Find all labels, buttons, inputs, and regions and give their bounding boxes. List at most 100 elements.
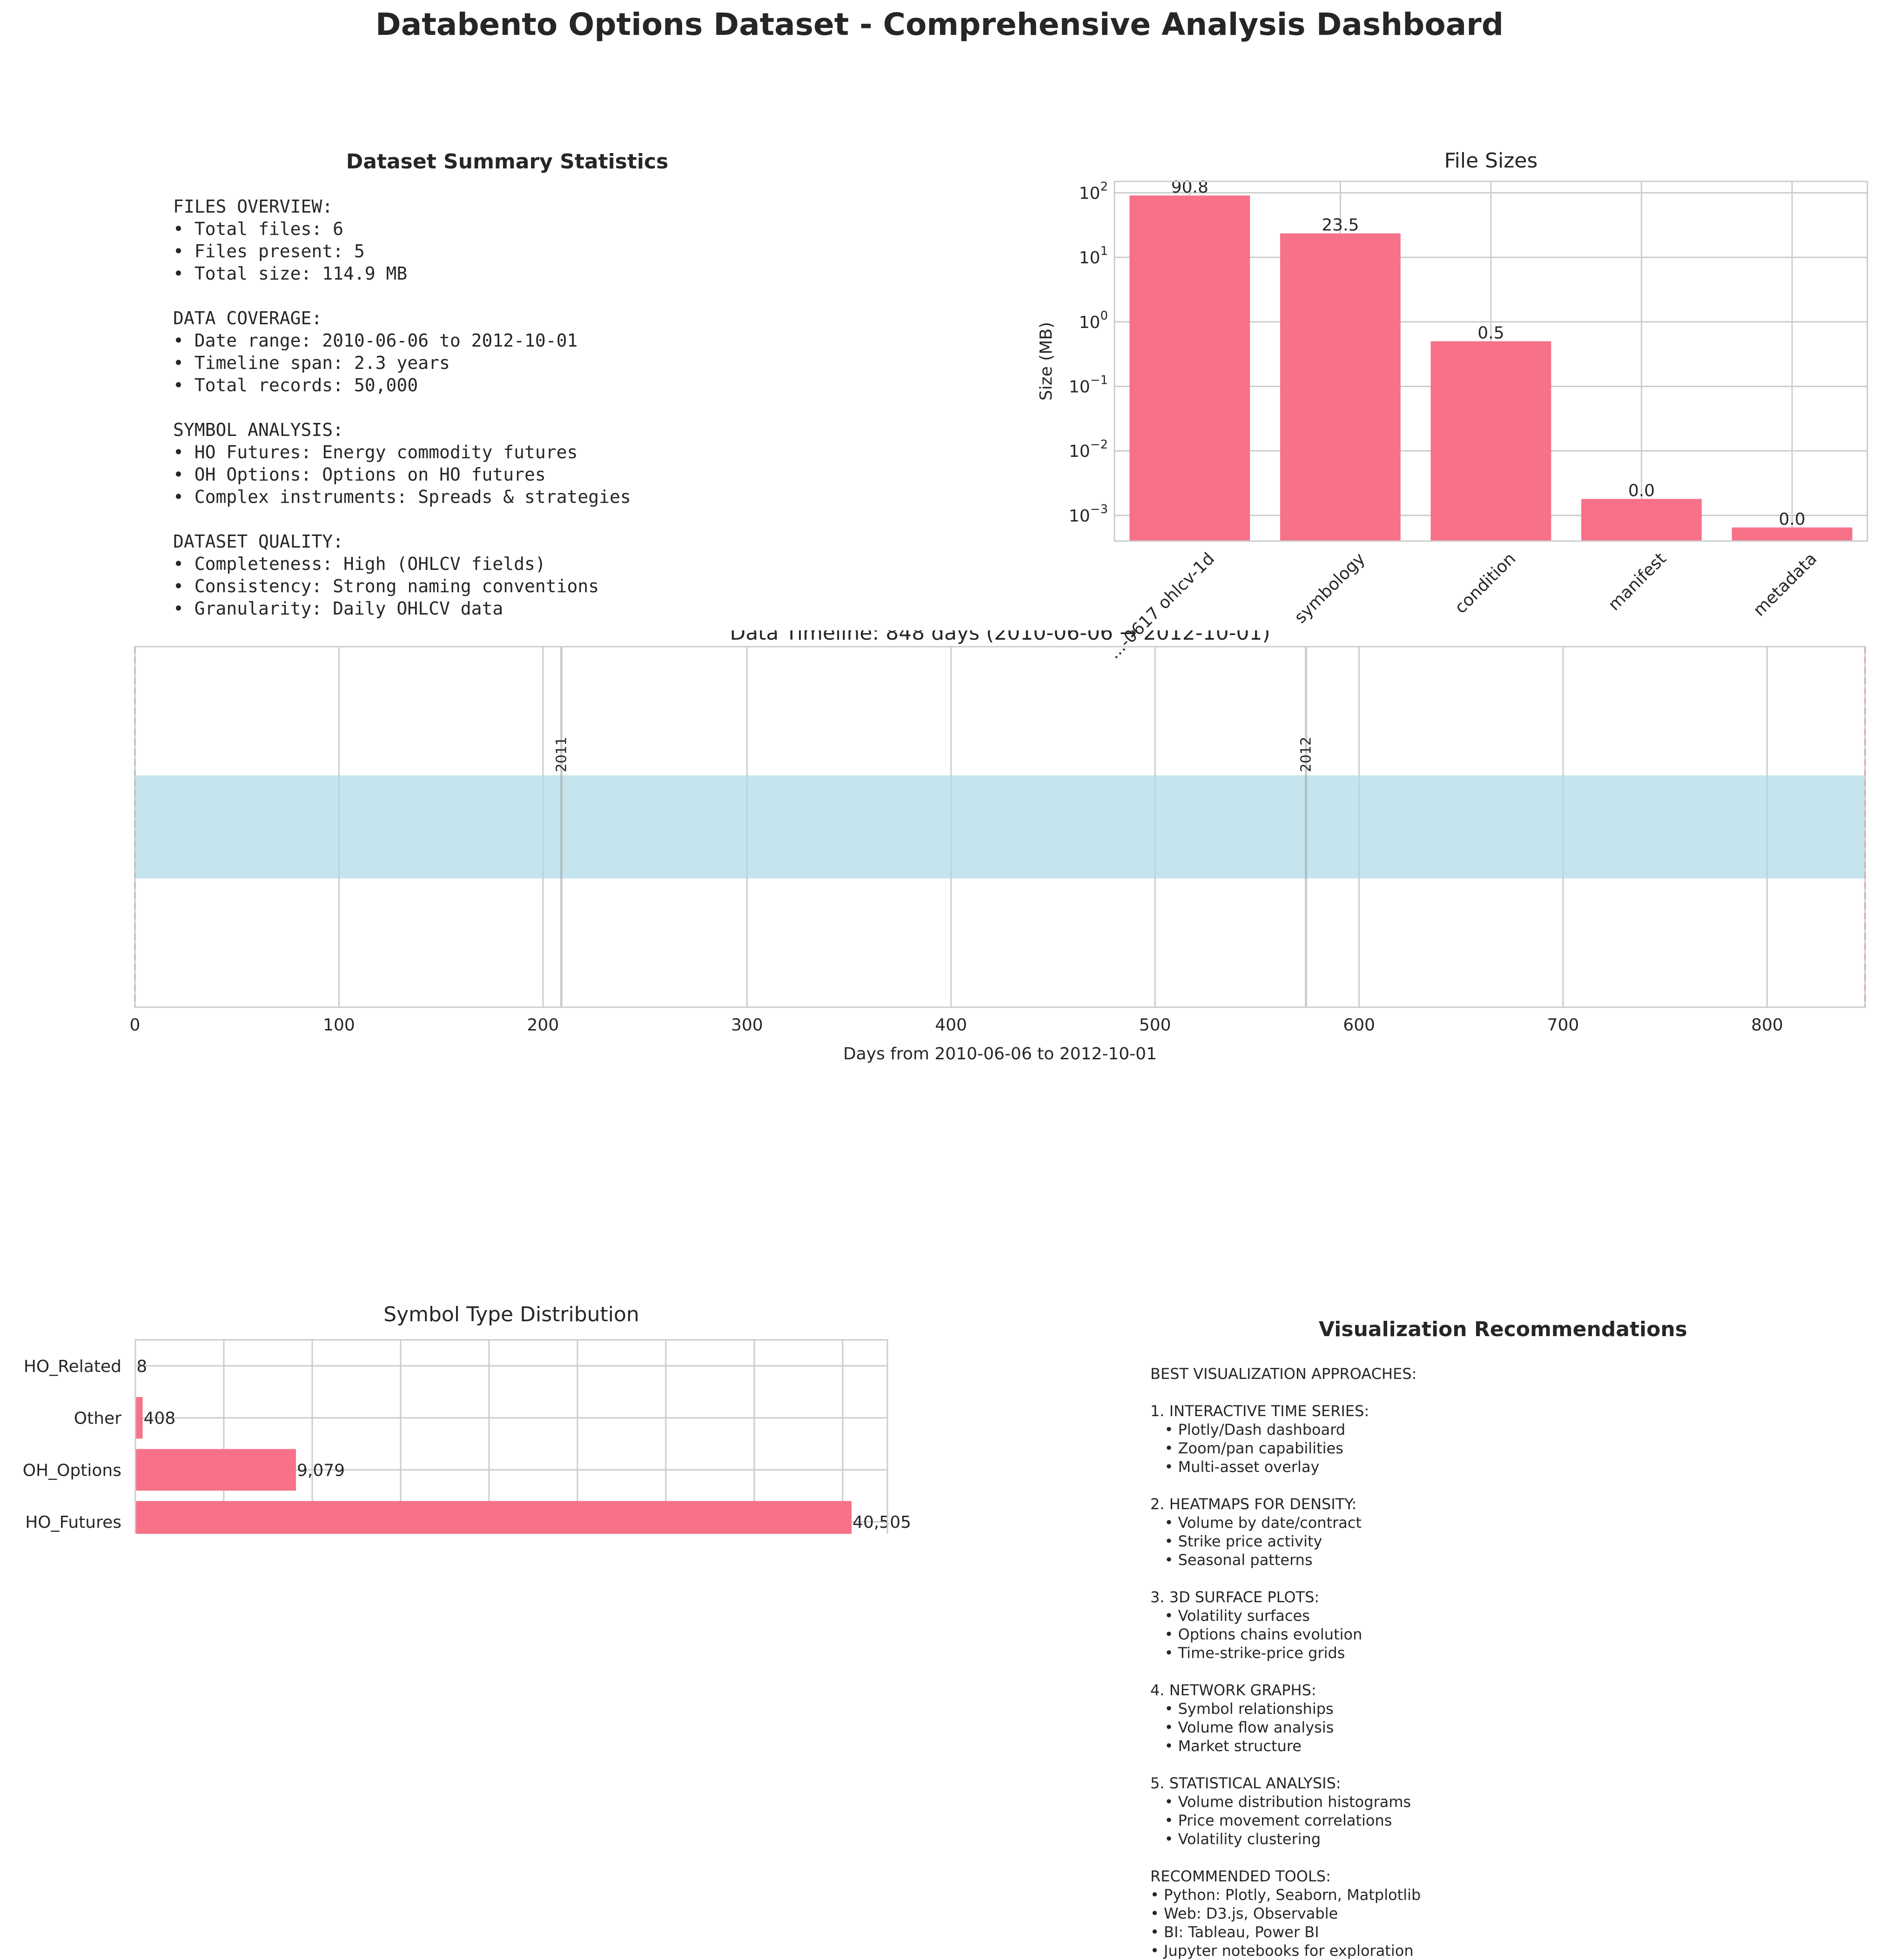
y-tick-label: OH_Options — [23, 1461, 121, 1480]
symbol-distribution-title: Symbol Type Distribution — [383, 1303, 639, 1326]
recommendation-line: • Python: Plotly, Seaborn, Matplotlib — [1150, 1886, 1421, 1904]
bar--0617-ohlcv-1d — [1129, 195, 1250, 541]
recommendation-line: RECOMMENDED TOOLS: — [1150, 1867, 1421, 1886]
x-tick-label: 600 — [1343, 1016, 1375, 1035]
summary-line: • Date range: 2010-06-06 to 2012-10-01 — [173, 329, 631, 352]
file-sizes-title: File Sizes — [1444, 149, 1538, 173]
recommendation-line — [1150, 1383, 1421, 1402]
y-tick-label: HO_Futures — [25, 1513, 121, 1532]
x-tick-label: 700 — [1547, 1016, 1579, 1035]
recommendation-line: • Volume flow analysis — [1150, 1718, 1421, 1737]
summary-line: • HO Futures: Energy commodity futures — [173, 441, 631, 463]
recommendation-line: • Volatility clustering — [1150, 1830, 1421, 1848]
recommendation-line: • Zoom/pan capabilities — [1150, 1439, 1421, 1458]
recommendation-line: • Plotly/Dash dashboard — [1150, 1420, 1421, 1439]
bar-other — [135, 1397, 143, 1438]
recommendation-line: 3. 3D SURFACE PLOTS: — [1150, 1588, 1421, 1606]
x-tick-label: 300 — [731, 1016, 763, 1035]
summary-line: • Files present: 5 — [173, 240, 631, 262]
summary-text: FILES OVERVIEW:• Total files: 6• Files p… — [173, 195, 631, 620]
recommendation-line: • Seasonal patterns — [1150, 1551, 1421, 1569]
x-tick-label: 500 — [1139, 1016, 1171, 1035]
recommendation-line — [1150, 1848, 1421, 1867]
timeline-chart: Data Timeline: 848 days (2010-06-06 → 20… — [93, 630, 1879, 1077]
dashboard-title: Databento Options Dataset - Comprehensiv… — [0, 7, 1879, 42]
recommendation-line: 2. HEATMAPS FOR DENSITY: — [1150, 1495, 1421, 1513]
bar-value-label: 23.5 — [1322, 216, 1359, 235]
recommendation-line — [1150, 1755, 1421, 1774]
bar-value-label: 9,079 — [297, 1461, 345, 1480]
bar-value-label: 8 — [136, 1357, 147, 1376]
bar-value-label: 90.8 — [1171, 178, 1208, 197]
year-marker-label: 2011 — [553, 737, 570, 772]
x-tick-label: symbology — [1291, 549, 1369, 627]
recommendation-line — [1150, 1662, 1421, 1681]
summary-line: • Total size: 114.9 MB — [173, 262, 631, 285]
summary-line: • Complex instruments: Spreads & strateg… — [173, 486, 631, 508]
coverage-span — [135, 776, 1865, 879]
recommendation-line: • Volume by date/contract — [1150, 1513, 1421, 1532]
y-tick-label: 10−1 — [1069, 373, 1108, 396]
recommendation-line: • Price movement correlations — [1150, 1811, 1421, 1830]
summary-line — [173, 285, 631, 307]
bar-symbology — [1280, 234, 1401, 541]
recommendation-line: 4. NETWORK GRAPHS: — [1150, 1681, 1421, 1699]
recommendation-line: • Time-strike-price grids — [1150, 1644, 1421, 1662]
x-tick-label: 100 — [323, 1016, 355, 1035]
x-tick-label: 400 — [935, 1016, 967, 1035]
bar-value-label: 0.0 — [1628, 481, 1655, 500]
recommendation-line: 5. STATISTICAL ANALYSIS: — [1150, 1774, 1421, 1793]
year-marker-label: 2012 — [1298, 737, 1315, 772]
summary-line: DATASET QUALITY: — [173, 530, 631, 553]
bar-oh-options — [135, 1449, 296, 1491]
recommendation-line: • Volume distribution histograms — [1150, 1793, 1421, 1811]
summary-line: • Total files: 6 — [173, 218, 631, 240]
recommendation-line: • Volatility surfaces — [1150, 1606, 1421, 1625]
recommendation-line: BEST VISUALIZATION APPROACHES: — [1150, 1365, 1421, 1383]
y-tick-label: 100 — [1079, 309, 1108, 332]
bar-manifest — [1581, 499, 1702, 541]
x-axis-label: Days from 2010-06-06 to 2012-10-01 — [843, 1044, 1157, 1064]
timeline-title: Data Timeline: 848 days (2010-06-06 → 20… — [730, 630, 1270, 645]
summary-line: • Timeline span: 2.3 years — [173, 352, 631, 374]
recommendation-line: • Market structure — [1150, 1737, 1421, 1755]
summary-line — [173, 396, 631, 419]
x-tick-label: metadata — [1750, 549, 1820, 620]
summary-line: DATA COVERAGE: — [173, 307, 631, 329]
summary-line — [173, 508, 631, 530]
bar-condition — [1431, 341, 1551, 541]
x-tick-label: 200 — [527, 1016, 559, 1035]
x-tick-label: 0 — [130, 1016, 141, 1035]
recommendations-title: Visualization Recommendations — [1145, 1318, 1861, 1341]
y-tick-label: 101 — [1079, 244, 1108, 268]
recommendation-line: 1. INTERACTIVE TIME SERIES: — [1150, 1402, 1421, 1420]
y-tick-label: 10−2 — [1069, 438, 1108, 461]
recommendation-line: • Strike price activity — [1150, 1532, 1421, 1551]
recommendation-line — [1150, 1476, 1421, 1495]
summary-title: Dataset Summary Statistics — [172, 150, 842, 174]
x-tick-label: 800 — [1751, 1016, 1783, 1035]
recommendations-text: BEST VISUALIZATION APPROACHES: 1. INTERA… — [1150, 1365, 1421, 1960]
recommendation-line — [1150, 1569, 1421, 1588]
summary-line: • OH Options: Options on HO futures — [173, 463, 631, 486]
bar-value-label: 0.5 — [1477, 324, 1504, 343]
y-tick-label: HO_Related — [24, 1357, 121, 1376]
y-tick-label: 10−3 — [1069, 502, 1108, 526]
x-tick-label: condition — [1451, 549, 1520, 617]
recommendation-line: • Options chains evolution — [1150, 1625, 1421, 1644]
summary-line: FILES OVERVIEW: — [173, 195, 631, 218]
summary-line: • Consistency: Strong naming conventions — [173, 575, 631, 597]
bar-metadata — [1732, 528, 1852, 541]
summary-line: • Granularity: Daily OHLCV data — [173, 597, 631, 620]
bar-ho-futures — [135, 1501, 852, 1534]
summary-line: • Completeness: High (OHLCV fields) — [173, 553, 631, 575]
bar-value-label: 0.0 — [1779, 510, 1805, 529]
recommendation-line: • Symbol relationships — [1150, 1699, 1421, 1718]
bar-value-label: 408 — [144, 1409, 176, 1428]
y-tick-label: 102 — [1079, 180, 1108, 203]
summary-line: • Total records: 50,000 — [173, 374, 631, 396]
bar-value-label: 40,505 — [852, 1513, 911, 1532]
recommendation-line: • Multi-asset overlay — [1150, 1458, 1421, 1476]
y-axis-label: Size (MB) — [1037, 322, 1056, 401]
